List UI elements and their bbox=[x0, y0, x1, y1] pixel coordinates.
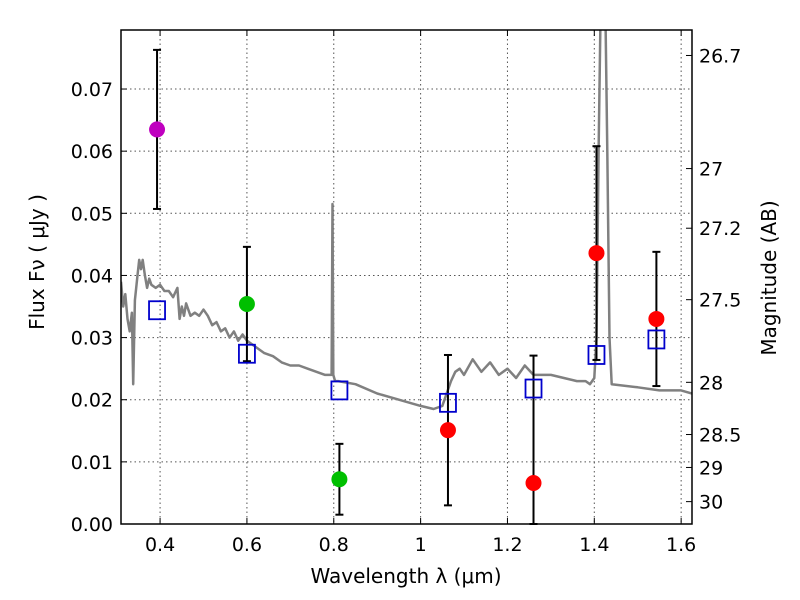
y-tick-label: 0.05 bbox=[71, 203, 113, 225]
model-squares bbox=[148, 300, 666, 413]
y-tick-label: 0.02 bbox=[71, 390, 113, 412]
right-tick-label: 27.2 bbox=[699, 218, 741, 240]
observed-flux-point bbox=[238, 296, 255, 313]
right-tick-label: 28 bbox=[699, 372, 723, 394]
y-tick-label: 0.00 bbox=[71, 514, 113, 536]
observed-flux-point bbox=[648, 310, 665, 327]
y-axis-label: Flux Fν ( μJy ) bbox=[25, 194, 49, 330]
y-tick-label: 0.07 bbox=[71, 79, 113, 101]
x-tick-label: 0.8 bbox=[319, 534, 349, 556]
observed-points bbox=[149, 121, 665, 491]
y-tick-label: 0.06 bbox=[71, 141, 113, 163]
x-tick-label: 0.6 bbox=[232, 534, 262, 556]
plot-frame bbox=[120, 29, 693, 525]
model-flux-square bbox=[647, 329, 666, 350]
right-tick-label: 27.5 bbox=[699, 290, 741, 312]
model-line-layer bbox=[121, 30, 692, 411]
observed-flux-point bbox=[331, 471, 348, 488]
sed-model-line bbox=[121, 30, 692, 411]
model-flux-square bbox=[439, 392, 457, 413]
y-tick-label: 0.01 bbox=[71, 452, 113, 474]
observed-flux-point bbox=[525, 474, 542, 491]
right-tick-label: 28.5 bbox=[699, 425, 741, 447]
y-tick-label: 0.04 bbox=[71, 265, 113, 287]
observed-flux-point bbox=[588, 245, 605, 262]
observed-flux-point bbox=[149, 121, 166, 138]
model-flux-square bbox=[587, 345, 606, 365]
x-tick-label: 1.6 bbox=[666, 534, 696, 556]
model-flux-square bbox=[238, 343, 256, 364]
model-flux-square bbox=[330, 380, 349, 401]
model-flux-square bbox=[148, 300, 166, 321]
x-axis-label: Wavelength λ (μm) bbox=[310, 564, 501, 588]
observed-flux-point bbox=[439, 422, 456, 439]
x-tick-label: 0.4 bbox=[145, 534, 175, 556]
x-tick-label: 1.2 bbox=[492, 534, 522, 556]
model-flux-square bbox=[524, 378, 543, 399]
y-axis-ticks: 0.00 0.01 0.02 0.03 0.04 0.05 0.06 0.07 bbox=[71, 79, 127, 536]
right-y-axis-label: Magnitude (AB) bbox=[757, 200, 781, 355]
right-tick-label: 30 bbox=[699, 492, 723, 514]
x-axis-ticks: 0.4 0.6 0.8 1 1.2 1.4 1.6 bbox=[145, 30, 696, 556]
y-tick-label: 0.03 bbox=[71, 328, 113, 350]
x-tick-label: 1.4 bbox=[579, 534, 609, 556]
right-tick-label: 26.7 bbox=[699, 45, 741, 67]
x-tick-label: 1 bbox=[415, 534, 427, 556]
right-axis-ticks: 26.7 27 27.2 27.5 28 28.5 29 30 bbox=[686, 45, 741, 514]
right-tick-label: 27 bbox=[699, 159, 723, 181]
right-tick-label: 29 bbox=[699, 457, 723, 479]
